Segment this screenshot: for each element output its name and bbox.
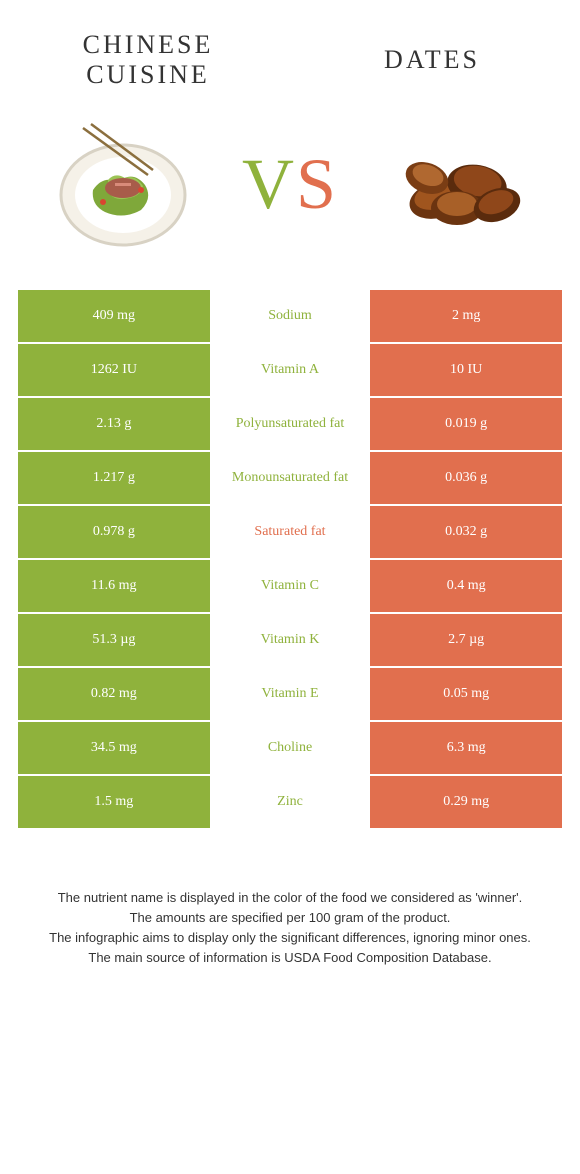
left-food-icon	[48, 120, 198, 250]
right-value-cell: 2 mg	[370, 290, 562, 342]
vs-letter-s: S	[296, 144, 338, 224]
nutrient-name-cell: Polyunsaturated fat	[212, 398, 369, 450]
table-row: 2.13 gPolyunsaturated fat0.019 g	[18, 398, 562, 450]
table-row: 1.217 gMonounsaturated fat0.036 g	[18, 452, 562, 504]
left-value-cell: 0.978 g	[18, 506, 210, 558]
nutrient-name-cell: Vitamin E	[212, 668, 369, 720]
footnote-line: The nutrient name is displayed in the co…	[28, 888, 552, 908]
footnotes: The nutrient name is displayed in the co…	[18, 888, 562, 969]
table-row: 0.82 mgVitamin E0.05 mg	[18, 668, 562, 720]
left-value-cell: 0.82 mg	[18, 668, 210, 720]
nutrient-name-cell: Monounsaturated fat	[212, 452, 369, 504]
nutrient-name-cell: Zinc	[212, 776, 369, 828]
right-value-cell: 0.29 mg	[370, 776, 562, 828]
right-value-cell: 0.036 g	[370, 452, 562, 504]
left-value-cell: 1262 IU	[18, 344, 210, 396]
footnote-line: The infographic aims to display only the…	[28, 928, 552, 948]
left-value-cell: 1.5 mg	[18, 776, 210, 828]
nutrient-name-cell: Vitamin C	[212, 560, 369, 612]
table-row: 409 mgSodium2 mg	[18, 290, 562, 342]
left-food-title: Chinese cuisine	[48, 30, 248, 90]
right-value-cell: 0.032 g	[370, 506, 562, 558]
table-row: 34.5 mgCholine6.3 mg	[18, 722, 562, 774]
left-value-cell: 409 mg	[18, 290, 210, 342]
right-food-title: Dates	[332, 45, 532, 75]
vs-letter-v: V	[242, 144, 296, 224]
nutrient-name-cell: Saturated fat	[212, 506, 369, 558]
vs-label: VS	[242, 143, 338, 226]
table-row: 0.978 gSaturated fat0.032 g	[18, 506, 562, 558]
right-value-cell: 0.05 mg	[370, 668, 562, 720]
vs-row: VS	[18, 110, 562, 290]
right-value-cell: 0.4 mg	[370, 560, 562, 612]
left-value-cell: 11.6 mg	[18, 560, 210, 612]
table-row: 1262 IUVitamin A10 IU	[18, 344, 562, 396]
right-food-icon	[382, 120, 532, 250]
right-value-cell: 10 IU	[370, 344, 562, 396]
header: Chinese cuisine Dates	[18, 30, 562, 110]
footnote-line: The amounts are specified per 100 gram o…	[28, 908, 552, 928]
right-value-cell: 0.019 g	[370, 398, 562, 450]
table-row: 1.5 mgZinc0.29 mg	[18, 776, 562, 828]
table-row: 11.6 mgVitamin C0.4 mg	[18, 560, 562, 612]
nutrient-name-cell: Vitamin A	[212, 344, 369, 396]
nutrient-name-cell: Choline	[212, 722, 369, 774]
right-value-cell: 2.7 µg	[370, 614, 562, 666]
left-value-cell: 1.217 g	[18, 452, 210, 504]
table-row: 51.3 µgVitamin K2.7 µg	[18, 614, 562, 666]
left-value-cell: 51.3 µg	[18, 614, 210, 666]
right-value-cell: 6.3 mg	[370, 722, 562, 774]
left-value-cell: 34.5 mg	[18, 722, 210, 774]
nutrient-name-cell: Vitamin K	[212, 614, 369, 666]
footnote-line: The main source of information is USDA F…	[28, 948, 552, 968]
nutrient-name-cell: Sodium	[212, 290, 369, 342]
comparison-table: 409 mgSodium2 mg1262 IUVitamin A10 IU2.1…	[18, 290, 562, 828]
left-value-cell: 2.13 g	[18, 398, 210, 450]
